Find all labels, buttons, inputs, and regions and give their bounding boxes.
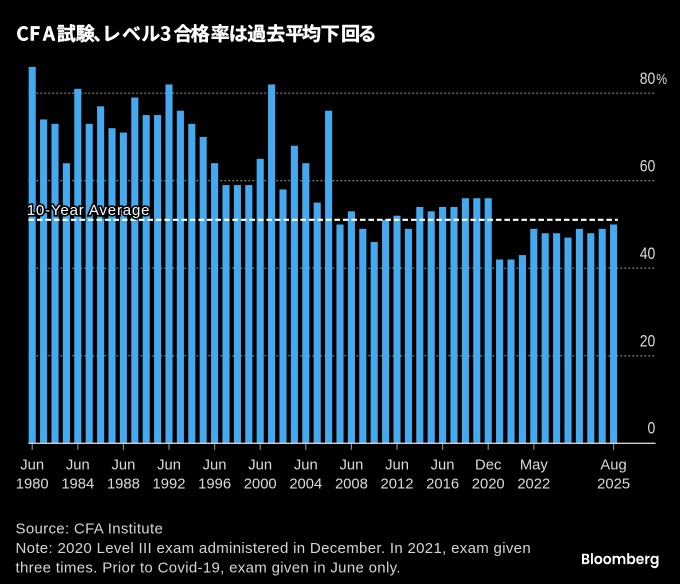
svg-text:Jun: Jun: [66, 458, 90, 474]
svg-text:Jun: Jun: [339, 458, 363, 474]
svg-text:Jun: Jun: [20, 458, 44, 474]
svg-text:20: 20: [640, 333, 656, 351]
svg-text:Note: 2020 Level III exam admi: Note: 2020 Level III exam administered i…: [16, 540, 532, 557]
svg-text:Dec: Dec: [475, 458, 502, 474]
svg-text:40: 40: [640, 245, 656, 263]
svg-text:Jun: Jun: [157, 458, 181, 474]
svg-text:2016: 2016: [426, 476, 459, 492]
svg-text:2008: 2008: [335, 476, 368, 492]
svg-text:Aug: Aug: [600, 458, 626, 474]
svg-text:Jun: Jun: [203, 458, 227, 474]
svg-text:Jun: Jun: [431, 458, 455, 474]
svg-text:2000: 2000: [244, 476, 277, 492]
svg-text:1992: 1992: [153, 476, 186, 492]
svg-text:2012: 2012: [381, 476, 414, 492]
svg-text:%: %: [656, 71, 667, 87]
svg-text:10-Year Average: 10-Year Average: [27, 202, 151, 219]
svg-text:1996: 1996: [198, 476, 231, 492]
svg-text:Jun: Jun: [111, 458, 135, 474]
svg-text:60: 60: [640, 157, 656, 175]
svg-text:Jun: Jun: [294, 458, 318, 474]
svg-text:2020: 2020: [472, 476, 505, 492]
svg-text:three times. Prior to Covid-19: three times. Prior to Covid-19, exam giv…: [16, 560, 401, 577]
svg-text:1988: 1988: [107, 476, 140, 492]
svg-text:Source: CFA Institute: Source: CFA Institute: [16, 521, 164, 538]
svg-text:Jun: Jun: [385, 458, 409, 474]
svg-text:2022: 2022: [517, 476, 550, 492]
svg-text:2025: 2025: [597, 476, 630, 492]
svg-text:0: 0: [647, 420, 655, 438]
svg-text:1984: 1984: [61, 476, 94, 492]
svg-text:Jun: Jun: [248, 458, 272, 474]
svg-text:80: 80: [640, 70, 656, 88]
svg-text:1980: 1980: [16, 476, 49, 492]
svg-text:2004: 2004: [289, 476, 322, 492]
svg-text:May: May: [520, 458, 549, 474]
